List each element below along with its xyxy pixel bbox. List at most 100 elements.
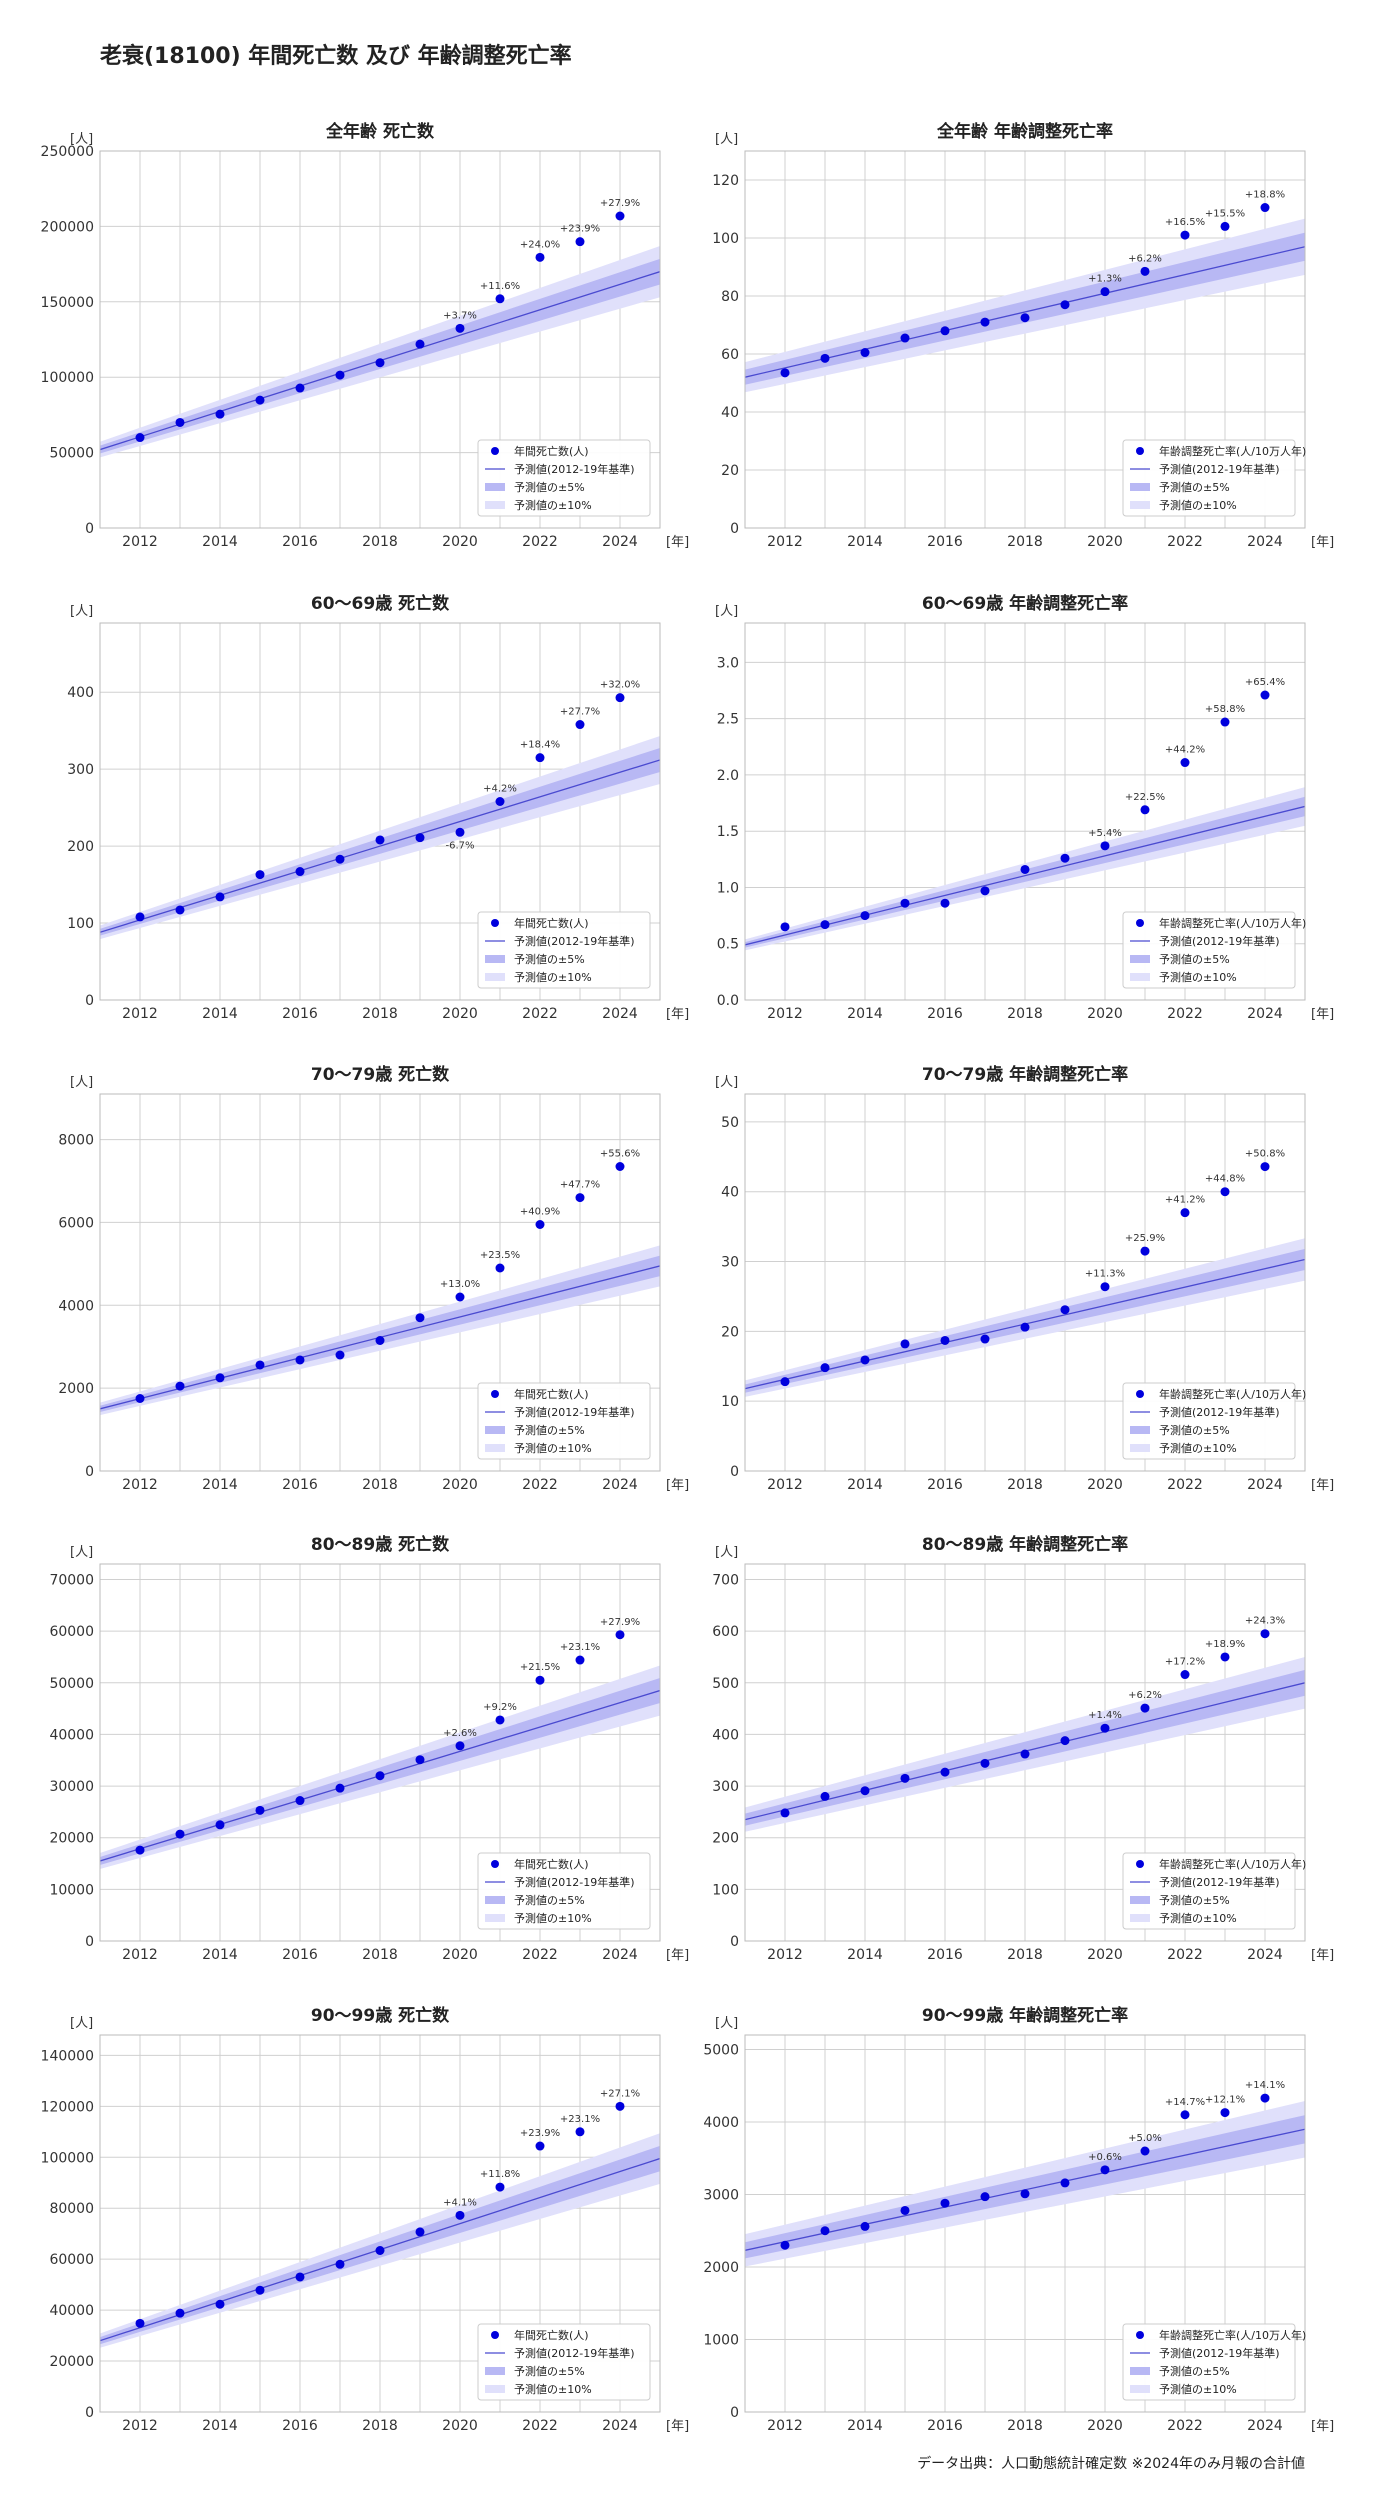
data-point xyxy=(495,294,505,304)
y-tick-label: 1.0 xyxy=(717,880,739,896)
x-tick-label: 2014 xyxy=(202,1477,238,1493)
y-tick-label: 60 xyxy=(721,347,739,363)
percent-annotation: +41.2% xyxy=(1165,1195,1205,1206)
legend-marker-band10 xyxy=(1130,501,1150,509)
percent-annotation: +17.2% xyxy=(1165,1657,1205,1668)
data-point xyxy=(900,2205,910,2215)
x-tick-label: 2018 xyxy=(1007,1477,1043,1493)
y-tick-label: 400 xyxy=(67,685,94,701)
legend-label: 年間死亡数(人) xyxy=(514,1857,589,1871)
data-point xyxy=(415,1313,425,1323)
legend-marker-band5 xyxy=(1130,2367,1150,2375)
page-title: 老衰(18100) 年間死亡数 及び 年齢調整死亡率 xyxy=(100,44,572,69)
data-point xyxy=(1060,1736,1070,1746)
percent-annotation: +23.9% xyxy=(560,224,600,235)
chart-panel-2: 全年齢 年齢調整死亡率 [人] [年] 0 20 40 60 80 100 120 2012 2014… xyxy=(712,121,1334,550)
legend-box xyxy=(1122,1382,1296,1460)
percent-annotation: +23.9% xyxy=(520,2128,560,2139)
y-tick-label: 20000 xyxy=(49,1831,94,1847)
x-axis-unit: [年] xyxy=(1311,2419,1334,2434)
legend-label: 予測値(2012-19年基準) xyxy=(514,462,635,476)
legend-box xyxy=(477,1382,651,1460)
y-tick-label: 0 xyxy=(730,521,739,537)
legend-marker-points xyxy=(1136,1860,1144,1868)
data-point xyxy=(575,1193,585,1203)
chart-panel-10: 90～99歳 年齢調整死亡率 [人] [年] 0 1000 2000 3000 4000 500… xyxy=(703,2005,1334,2434)
legend-box xyxy=(477,911,651,989)
prediction-band-5pct xyxy=(745,1669,1305,1826)
legend-marker-band10 xyxy=(485,2385,505,2393)
data-point xyxy=(415,2227,425,2237)
y-tick-label: 40 xyxy=(721,1185,739,1201)
data-point xyxy=(255,1805,265,1815)
percent-annotation: +9.2% xyxy=(483,1702,517,1713)
chart-title: 70～79歳 死亡数 xyxy=(311,1064,450,1085)
percent-annotation: +23.1% xyxy=(560,1642,600,1653)
y-tick-label: 0 xyxy=(85,521,94,537)
legend-marker-band10 xyxy=(485,501,505,509)
data-point xyxy=(455,323,465,333)
x-tick-label: 2012 xyxy=(122,1477,158,1493)
data-point xyxy=(980,1334,990,1344)
y-tick-label: 140000 xyxy=(41,2048,94,2064)
data-point xyxy=(295,383,305,393)
y-tick-label: 10000 xyxy=(49,1882,94,1898)
data-point xyxy=(295,1355,305,1365)
data-point xyxy=(255,395,265,405)
chart-title: 60～69歳 死亡数 xyxy=(311,593,450,614)
x-tick-label: 2012 xyxy=(122,1006,158,1022)
y-tick-label: 40000 xyxy=(49,2303,94,2319)
legend-marker-band5 xyxy=(485,483,505,491)
chart-title: 70～79歳 年齢調整死亡率 xyxy=(922,1064,1128,1085)
data-point xyxy=(1100,1723,1110,1733)
legend-box xyxy=(477,1852,651,1930)
legend-label: 予測値の±5% xyxy=(1159,1423,1230,1437)
data-point xyxy=(1140,2146,1150,2156)
data-point xyxy=(1100,287,1110,297)
x-tick-label: 2024 xyxy=(602,2418,638,2434)
data-point xyxy=(615,2101,625,2111)
percent-annotation: +18.4% xyxy=(520,740,560,751)
x-axis-unit: [年] xyxy=(1311,535,1334,550)
data-point xyxy=(1100,2165,1110,2175)
data-point xyxy=(820,1363,830,1373)
x-tick-label: 2018 xyxy=(1007,534,1043,550)
data-point xyxy=(820,1791,830,1801)
y-tick-label: 50 xyxy=(721,1115,739,1131)
y-tick-label: 0 xyxy=(85,2405,94,2421)
data-point xyxy=(780,922,790,932)
legend-label: 予測値(2012-19年基準) xyxy=(1159,934,1280,948)
data-point xyxy=(455,2210,465,2220)
percent-annotation: +24.0% xyxy=(520,239,560,250)
y-tick-label: 0 xyxy=(730,1464,739,1480)
data-point xyxy=(215,409,225,419)
percent-annotation: +18.8% xyxy=(1245,190,1285,201)
legend-marker-points xyxy=(491,919,499,927)
x-tick-label: 2020 xyxy=(1087,1006,1123,1022)
chart-legend: 年齢調整死亡率(人/10万人年) 予測値(2012-19年基準) 予測値の±5% 予測… xyxy=(1122,1852,1306,1930)
data-point xyxy=(780,1808,790,1818)
data-point xyxy=(495,2182,505,2192)
x-tick-label: 2018 xyxy=(362,2418,398,2434)
y-tick-label: 4000 xyxy=(58,1298,94,1314)
legend-label: 予測値(2012-19年基準) xyxy=(1159,1875,1280,1889)
x-tick-label: 2022 xyxy=(522,1477,558,1493)
x-tick-label: 2016 xyxy=(282,1947,318,1963)
percent-annotation: +16.5% xyxy=(1165,217,1205,228)
data-point xyxy=(980,886,990,896)
data-point xyxy=(375,2246,385,2256)
plot-frame xyxy=(99,622,661,1001)
y-tick-label: 0 xyxy=(730,2405,739,2421)
legend-marker-band5 xyxy=(1130,1426,1150,1434)
data-point xyxy=(135,1394,145,1403)
percent-annotation: +18.9% xyxy=(1205,1639,1245,1650)
data-point xyxy=(1060,300,1070,310)
y-tick-label: 3.0 xyxy=(717,655,739,671)
percent-annotation: +11.6% xyxy=(480,281,520,292)
data-point xyxy=(940,898,950,908)
legend-marker-points xyxy=(1136,919,1144,927)
chart-legend: 年間死亡数(人) 予測値(2012-19年基準) 予測値の±5% 予測値の±10% xyxy=(477,1852,651,1930)
data-point xyxy=(175,905,185,915)
y-tick-label: 150000 xyxy=(41,295,94,311)
